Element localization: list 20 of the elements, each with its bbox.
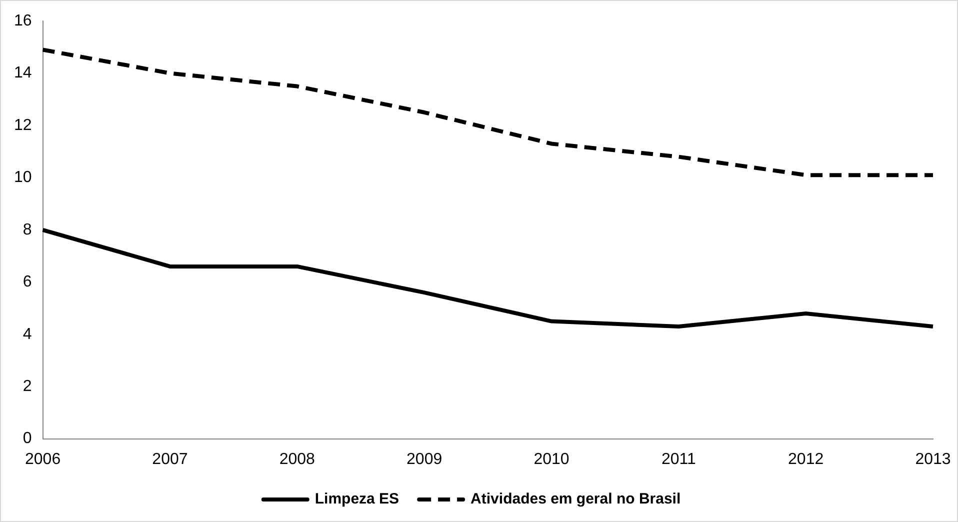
y-tick-label: 8 [22,221,32,238]
y-tick-label: 14 [14,64,32,82]
y-tick-label: 2 [22,378,32,395]
y-tick-label: 12 [14,116,32,134]
x-tick-label: 2011 [661,450,696,468]
y-tick-label: 16 [14,12,32,30]
x-tick-label: 2009 [406,450,442,468]
y-tick-label: 4 [22,326,32,343]
x-tick-label: 2010 [534,450,570,468]
x-tick-label: 2012 [788,450,824,468]
legend-label: Limpeza ES [314,490,400,508]
x-tick-label: 2008 [279,450,316,468]
y-tick-label: 6 [22,274,32,291]
x-tick-label: 2007 [152,450,188,468]
legend-label: Atividades em geral no Brasil [470,490,681,508]
y-tick-label: 0 [22,430,32,448]
line-series [40,48,935,178]
y-tick-label: 10 [14,169,32,186]
x-tick-label: 2013 [915,450,951,468]
x-tick-label: 2006 [25,450,61,468]
